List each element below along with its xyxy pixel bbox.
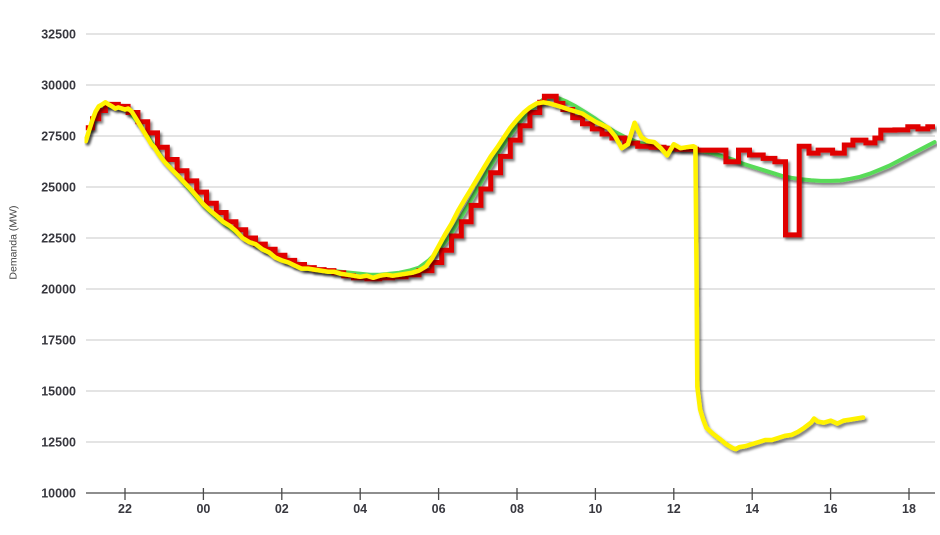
y-axis-tick-label: 12500 <box>41 436 76 450</box>
x-axis-tick-label: 00 <box>196 502 210 516</box>
y-axis-tick-label: 22500 <box>41 232 76 246</box>
x-axis-tick-label: 10 <box>588 502 602 516</box>
series-red-scheduled-step <box>85 93 935 282</box>
x-axis-tick-label: 06 <box>432 502 446 516</box>
y-axis-tick-label: 25000 <box>41 181 76 195</box>
y-axis-title: Demanda (MW) <box>7 205 20 280</box>
y-axis-tick-label: 15000 <box>41 385 76 399</box>
series-yellow-actual <box>84 100 866 452</box>
x-axis-tick-label: 16 <box>824 502 838 516</box>
y-axis-tick-label: 20000 <box>41 283 76 297</box>
x-axis-tick-label: 12 <box>667 502 681 516</box>
x-axis-tick-label: 14 <box>745 502 759 516</box>
x-axis-tick-label: 18 <box>902 502 916 516</box>
series-green-forecast <box>84 95 937 277</box>
x-axis-tick-label: 22 <box>118 502 132 516</box>
y-axis-tick-label: 27500 <box>41 130 76 144</box>
y-axis-tick-label: 30000 <box>41 79 76 93</box>
y-axis-tick-label: 10000 <box>41 487 76 501</box>
x-axis-tick-label: 02 <box>275 502 289 516</box>
x-axis-tick-label: 08 <box>510 502 524 516</box>
series-layer <box>84 93 937 452</box>
y-axis-tick-label: 17500 <box>41 334 76 348</box>
y-axis-tick-label: 32500 <box>41 28 76 42</box>
x-axis-tick-label: 04 <box>353 502 367 516</box>
